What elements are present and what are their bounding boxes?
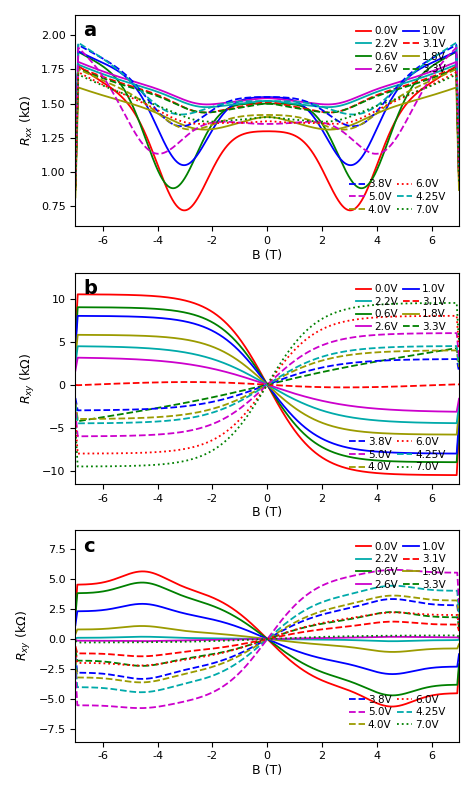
- Y-axis label: $R_{xy}$ (k$\Omega$): $R_{xy}$ (k$\Omega$): [19, 352, 37, 404]
- Text: c: c: [83, 537, 95, 556]
- X-axis label: B (T): B (T): [252, 506, 282, 520]
- Legend: 3.8V, 5.0V, 4.0V, 6.0V, 4.25V, 7.0V: 3.8V, 5.0V, 4.0V, 6.0V, 4.25V, 7.0V: [345, 175, 450, 219]
- Text: b: b: [83, 279, 97, 298]
- X-axis label: B (T): B (T): [252, 249, 282, 261]
- Y-axis label: $R_{xx}$ (k$\Omega$): $R_{xx}$ (k$\Omega$): [19, 95, 36, 146]
- Y-axis label: $R_{xy}$ (k$\Omega$): $R_{xy}$ (k$\Omega$): [15, 611, 33, 661]
- Legend: 3.8V, 5.0V, 4.0V, 6.0V, 4.25V, 7.0V: 3.8V, 5.0V, 4.0V, 6.0V, 4.25V, 7.0V: [345, 691, 450, 734]
- X-axis label: B (T): B (T): [252, 764, 282, 777]
- Text: a: a: [83, 21, 96, 40]
- Legend: 3.8V, 5.0V, 4.0V, 6.0V, 4.25V, 7.0V: 3.8V, 5.0V, 4.0V, 6.0V, 4.25V, 7.0V: [345, 433, 450, 477]
